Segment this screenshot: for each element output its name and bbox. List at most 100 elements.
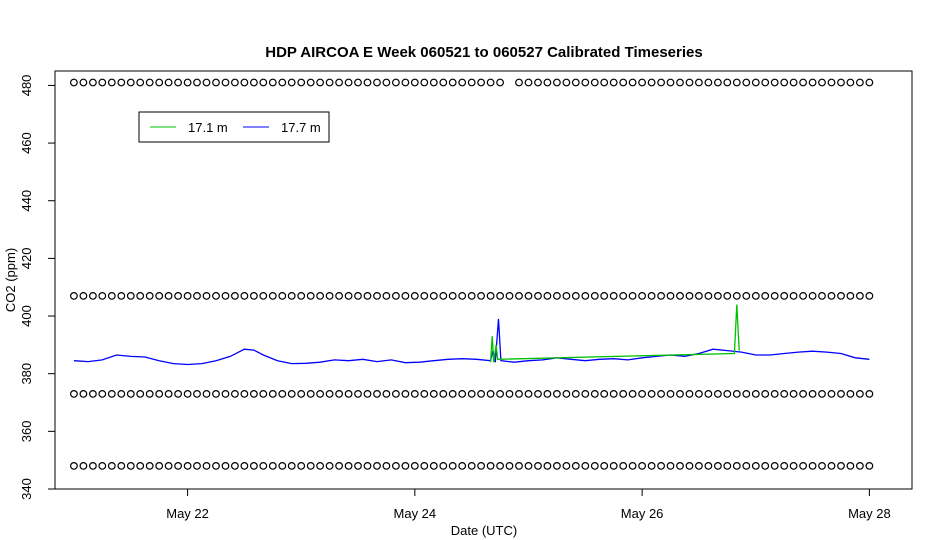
data-point-marker <box>581 462 590 470</box>
data-point-marker <box>306 292 315 300</box>
data-point-marker <box>515 390 523 398</box>
data-point-marker <box>316 292 325 300</box>
data-point-marker <box>354 462 362 470</box>
data-point-marker <box>202 390 211 398</box>
data-point-marker <box>392 78 400 87</box>
data-point-marker <box>780 390 789 398</box>
data-point-marker <box>259 390 268 398</box>
data-point-marker <box>79 292 88 300</box>
data-point-marker <box>477 292 486 300</box>
series-line-17-1-m <box>489 304 740 363</box>
data-point-marker <box>837 462 845 470</box>
data-point-marker <box>657 390 665 398</box>
data-point-marker <box>657 78 665 87</box>
data-point-marker <box>88 292 97 300</box>
data-point-marker <box>647 462 656 470</box>
data-point-marker <box>325 462 334 470</box>
data-point-marker <box>401 292 410 300</box>
data-point-marker <box>429 462 438 470</box>
data-point-marker <box>856 292 864 300</box>
data-point-marker <box>647 292 656 300</box>
data-point-marker <box>126 78 135 87</box>
data-point-marker <box>808 390 817 398</box>
x-axis: May 22 May 24 May 26 May 28 <box>166 489 891 521</box>
data-point-marker <box>439 462 448 470</box>
data-point-marker <box>685 462 694 470</box>
data-point-marker <box>865 292 874 300</box>
data-point-marker <box>145 462 154 470</box>
data-point-marker <box>581 292 590 300</box>
data-point-marker <box>401 78 410 87</box>
data-point-marker <box>164 462 173 470</box>
data-point-marker <box>230 78 239 87</box>
data-point-marker <box>647 78 656 87</box>
data-point-marker <box>600 78 609 87</box>
data-point-marker <box>609 462 618 470</box>
data-point-marker <box>827 78 836 87</box>
data-point-marker <box>335 390 344 398</box>
data-point-marker <box>751 390 760 398</box>
data-point-marker <box>429 78 438 87</box>
data-point-marker <box>571 462 580 470</box>
x-axis-label: Date (UTC) <box>451 523 517 538</box>
data-point-marker <box>638 78 646 87</box>
data-point-marker <box>392 292 400 300</box>
data-point-marker <box>543 462 552 470</box>
data-point-marker <box>155 78 164 87</box>
data-point-marker <box>164 390 173 398</box>
data-point-marker <box>429 292 438 300</box>
data-point-marker <box>732 292 741 300</box>
data-point-marker <box>543 78 552 87</box>
x-tick-label: May 28 <box>848 506 891 521</box>
data-point-marker <box>297 390 306 398</box>
data-point-marker <box>515 78 523 87</box>
data-point-marker <box>751 462 760 470</box>
data-point-marker <box>865 390 874 398</box>
data-point-marker <box>524 78 533 87</box>
data-point-marker <box>581 78 590 87</box>
data-point-marker <box>856 78 864 87</box>
data-point-marker <box>505 390 514 398</box>
data-point-marker <box>107 78 116 87</box>
data-point-marker <box>98 462 107 470</box>
data-point-marker <box>363 390 372 398</box>
data-point-marker <box>174 292 183 300</box>
data-point-marker <box>382 78 391 87</box>
data-point-marker <box>335 78 344 87</box>
data-point-marker <box>145 78 154 87</box>
data-point-marker <box>373 292 381 300</box>
data-point-marker <box>363 292 372 300</box>
data-point-marker <box>373 462 381 470</box>
data-point-marker <box>619 292 628 300</box>
data-point-marker <box>212 292 220 300</box>
y-tick-label: 400 <box>19 305 34 327</box>
data-point-marker <box>856 462 864 470</box>
data-point-marker <box>808 78 817 87</box>
data-point-marker <box>136 390 145 398</box>
data-point-marker <box>562 292 571 300</box>
y-tick-label: 460 <box>19 132 34 154</box>
data-point-marker <box>316 78 325 87</box>
data-point-marker <box>562 390 571 398</box>
data-point-marker <box>448 292 457 300</box>
data-point-marker <box>846 292 855 300</box>
data-point-marker <box>770 78 779 87</box>
data-point-marker <box>230 390 239 398</box>
data-point-marker <box>79 390 88 398</box>
data-point-marker <box>581 390 590 398</box>
data-point-marker <box>221 462 230 470</box>
data-point-marker <box>98 78 107 87</box>
data-point-marker <box>600 462 609 470</box>
data-point-marker <box>486 390 495 398</box>
data-point-marker <box>553 462 561 470</box>
chart-title: HDP AIRCOA E Week 060521 to 060527 Calib… <box>265 44 702 61</box>
y-tick-label: 420 <box>19 248 34 270</box>
data-point-marker <box>420 78 429 87</box>
data-point-marker <box>373 390 381 398</box>
data-point-marker <box>562 78 571 87</box>
data-point-marker <box>202 78 211 87</box>
data-point-marker <box>278 78 287 87</box>
data-point-marker <box>145 292 154 300</box>
data-point-marker <box>107 390 116 398</box>
